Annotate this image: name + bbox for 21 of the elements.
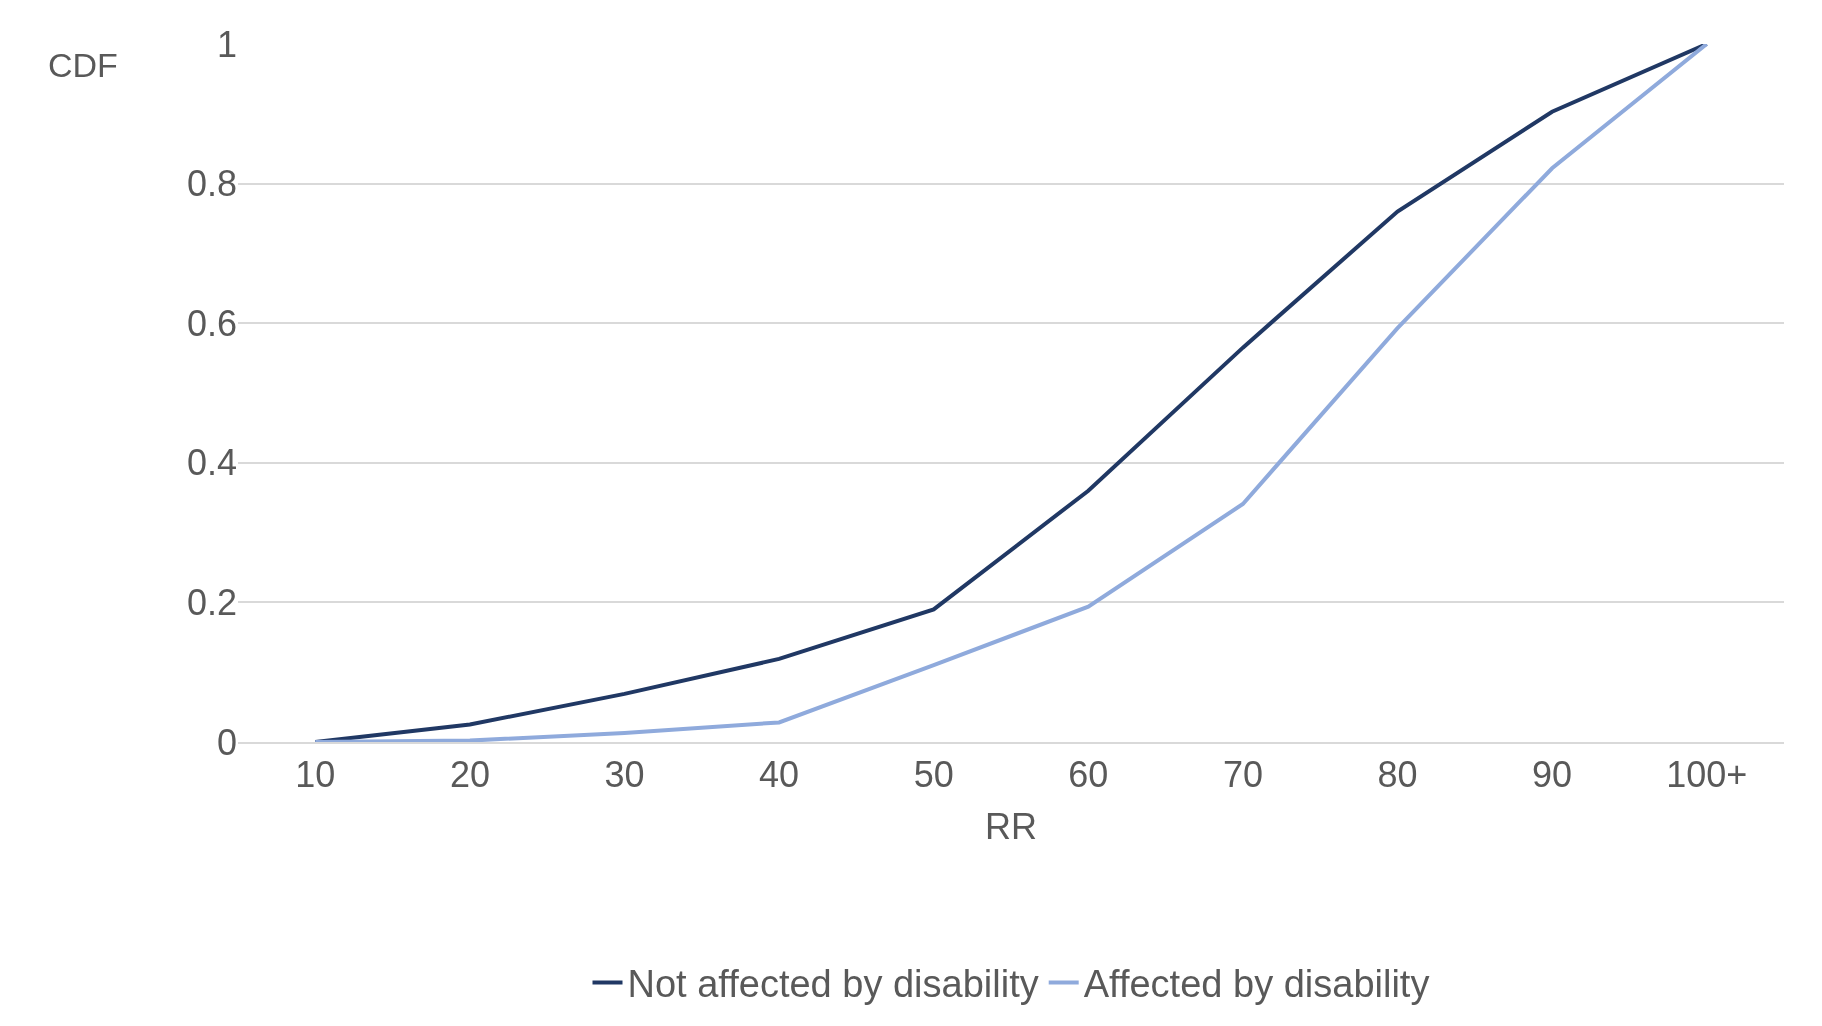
- x-tick-label: 70: [1222, 754, 1263, 796]
- y-axis-title: CDF: [48, 46, 118, 84]
- x-tick-label: 60: [1068, 754, 1109, 796]
- y-tick-label: 0.8: [186, 163, 237, 205]
- y-tick-label: 0.6: [186, 302, 237, 344]
- x-tick-label: 100+: [1666, 754, 1748, 796]
- x-tick-label: 10: [295, 754, 336, 796]
- x-tick-label: 30: [604, 754, 645, 796]
- line-series: [313, 44, 1709, 742]
- x-axis-title: RR: [985, 806, 1037, 848]
- y-tick-label: 0.2: [186, 582, 237, 623]
- y-tick-label: 0.4: [186, 442, 237, 484]
- legend-label: Not affected by disability: [627, 963, 1039, 1006]
- x-tick-label: 90: [1532, 754, 1573, 796]
- x-tick-label: 20: [449, 754, 490, 796]
- x-tick-label: 80: [1377, 754, 1418, 796]
- y-tick-label: 1: [216, 23, 237, 65]
- legend-label: Affected by disability: [1083, 963, 1430, 1006]
- x-tick-label: 50: [913, 754, 954, 796]
- y-tick-label: 0: [216, 721, 237, 763]
- x-tick-label: 40: [759, 754, 800, 796]
